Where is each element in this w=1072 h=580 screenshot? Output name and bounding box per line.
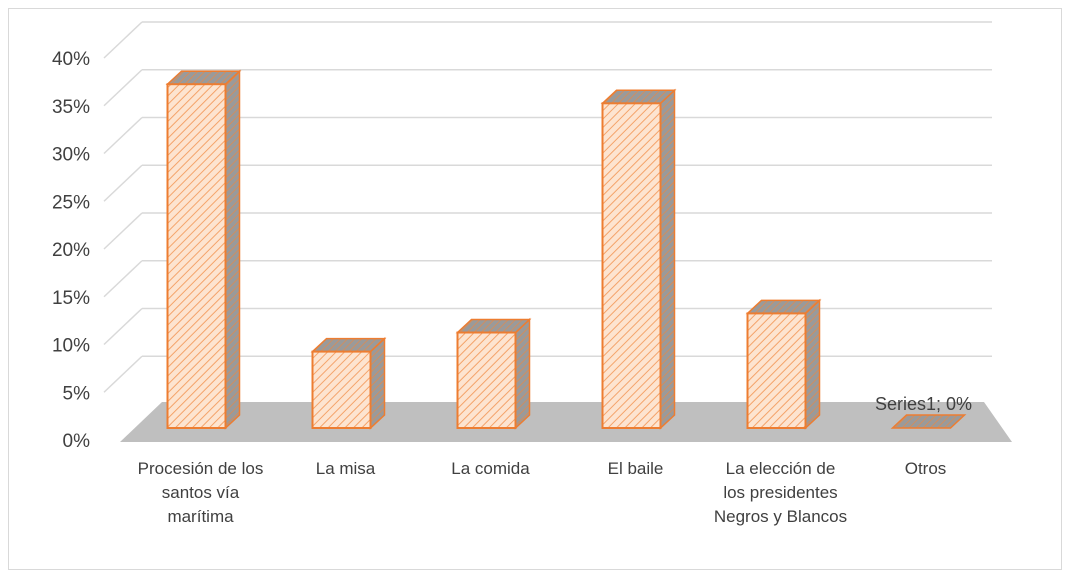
y-tick-label: 35% [52, 97, 90, 118]
x-category-label: Otros [905, 459, 947, 478]
x-category-label: La comida [451, 459, 530, 478]
gridline-diagonal [103, 355, 143, 393]
bar-flat [890, 414, 967, 429]
bar-front [311, 350, 372, 430]
y-tick-label: 40% [52, 49, 90, 70]
bar-front [456, 331, 517, 429]
gridline-diagonal [103, 69, 143, 107]
y-tick-label: 30% [52, 145, 90, 166]
y-axis-ticks: 0% 5% 10% 15% 20% 25% 30% 35% 40% [52, 49, 90, 452]
gridline-diagonal [103, 164, 143, 202]
y-tick-label: 10% [52, 336, 90, 357]
bar-front [746, 312, 807, 429]
bar-front [601, 102, 662, 430]
gridlines [103, 21, 992, 393]
x-category-label: El baile [608, 459, 664, 478]
bar-top [310, 337, 387, 353]
bar-front [166, 83, 227, 429]
x-category-label: Procesión de los santos vía marítima [138, 459, 264, 526]
bar-top [165, 70, 242, 85]
y-tick-label: 0% [63, 431, 91, 452]
bar-side [369, 336, 386, 430]
bar-side [224, 69, 241, 430]
gridline-diagonal [103, 116, 143, 155]
bars [165, 69, 967, 430]
bar [455, 317, 532, 430]
x-category-label: La misa [316, 459, 376, 478]
bar [600, 88, 677, 430]
y-tick-label: 20% [52, 240, 90, 261]
y-tick-label: 5% [63, 383, 91, 404]
bar-top [745, 299, 822, 315]
bar-side [514, 317, 531, 430]
x-category-label: La elección de los presidentes Negros y Bl… [714, 459, 847, 526]
gridline-diagonal [103, 21, 143, 59]
y-tick-label: 25% [52, 192, 90, 213]
bar [890, 414, 967, 429]
data-label: Series1; 0% [875, 394, 972, 414]
bar [165, 69, 242, 430]
gridline-diagonal [103, 260, 143, 298]
bar-side [804, 298, 821, 430]
gridline-diagonal [103, 307, 143, 346]
data-labels: Series1; 0% [875, 394, 972, 414]
bar [310, 336, 387, 430]
gridline-diagonal [103, 212, 143, 250]
bar-top [455, 318, 532, 334]
bar-top [600, 89, 677, 105]
bar [745, 298, 822, 430]
x-axis-categories: Procesión de los santos vía marítima La mis… [138, 459, 947, 526]
bar-side [659, 88, 676, 430]
y-tick-label: 15% [52, 288, 90, 309]
